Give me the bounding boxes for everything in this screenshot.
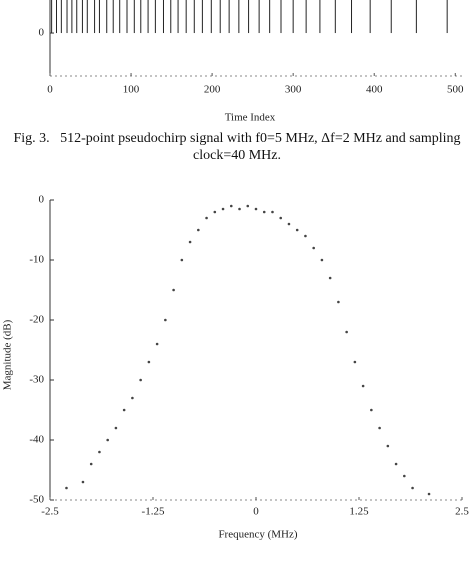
- point: [370, 408, 373, 412]
- point: [131, 396, 134, 400]
- point: [147, 360, 151, 364]
- x-tick-label: 100: [123, 84, 140, 96]
- point: [221, 207, 225, 211]
- point: [213, 210, 217, 214]
- x-tick-label: 400: [366, 84, 383, 96]
- x-tick-label: 0: [47, 84, 53, 96]
- caption-text: 512-point pseudochirp signal with f0=5 M…: [60, 131, 461, 163]
- point: [287, 222, 291, 226]
- point: [65, 486, 68, 490]
- point: [139, 378, 142, 382]
- point: [229, 204, 233, 208]
- point: [427, 492, 431, 496]
- point: [254, 207, 258, 211]
- y-tick-label: -50: [29, 494, 44, 506]
- y-tick-label: -40: [29, 434, 44, 446]
- x-tick-label: 1.25: [349, 506, 369, 518]
- point: [238, 207, 241, 211]
- x-axis-label: Time Index: [225, 112, 276, 124]
- y-tick-label: 0: [39, 27, 45, 39]
- point: [188, 240, 192, 244]
- y-tick-label: -20: [29, 314, 44, 326]
- point: [180, 258, 184, 262]
- point: [328, 276, 332, 280]
- y-tick-label: -10: [29, 254, 44, 266]
- point: [205, 216, 208, 220]
- point: [378, 426, 381, 430]
- point: [312, 246, 315, 250]
- point: [394, 462, 398, 466]
- caption: Fig. 3. 512-point pseudochirp signal wit…: [10, 130, 464, 164]
- point: [411, 486, 414, 490]
- x-axis-label: Frequency (MHz): [218, 529, 297, 541]
- point: [89, 462, 93, 466]
- point: [337, 300, 340, 304]
- x-tick-label: -1.25: [142, 506, 165, 518]
- x-tick-label: 2.5: [455, 506, 469, 518]
- point: [271, 210, 274, 214]
- point: [386, 444, 390, 448]
- point: [81, 480, 85, 484]
- point: [262, 210, 266, 214]
- caption-label: Fig. 3.: [13, 131, 50, 146]
- point: [122, 408, 126, 412]
- point: [197, 228, 200, 232]
- y-tick-label: -30: [29, 374, 44, 386]
- x-tick-label: 300: [285, 84, 302, 96]
- point: [155, 342, 159, 346]
- point: [304, 234, 307, 238]
- x-tick-label: 0: [253, 506, 259, 518]
- point: [295, 228, 299, 232]
- point: [172, 288, 175, 292]
- point: [320, 258, 324, 262]
- point: [353, 360, 357, 364]
- point: [345, 330, 348, 334]
- point: [164, 318, 167, 322]
- y-tick-label: 0: [39, 194, 45, 206]
- x-tick-label: 500: [447, 84, 464, 96]
- x-tick-label: -2.5: [41, 506, 59, 518]
- point: [114, 426, 118, 430]
- x-tick-label: 200: [204, 84, 221, 96]
- point: [361, 384, 365, 388]
- y-axis-label: Magnitude (dB): [2, 319, 14, 390]
- point: [403, 474, 406, 478]
- point: [279, 216, 283, 220]
- point: [106, 438, 109, 442]
- point: [98, 450, 101, 454]
- point: [246, 204, 250, 208]
